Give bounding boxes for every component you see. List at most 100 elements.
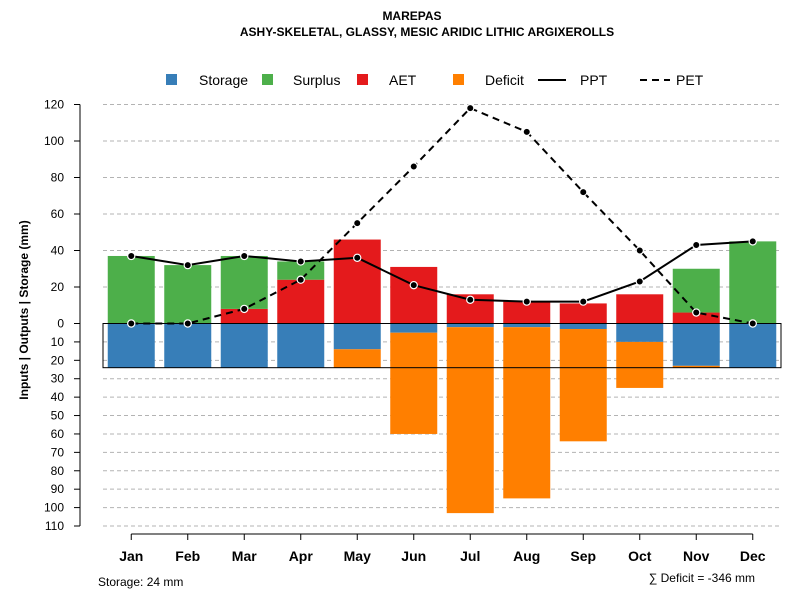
y-tick-label: 20 — [51, 353, 65, 367]
legend-swatch — [262, 74, 273, 85]
x-tick-label: May — [344, 548, 371, 564]
bar-storage — [672, 323, 720, 366]
ppt-point — [692, 240, 701, 250]
bar-storage — [277, 323, 325, 368]
bar-aet — [672, 312, 720, 324]
ppt-point — [240, 251, 249, 261]
chart-title: MAREPAS — [382, 9, 441, 23]
y-tick-label: 120 — [44, 98, 64, 112]
y-tick-label: 100 — [44, 134, 64, 148]
bars-layer — [107, 239, 777, 514]
x-axis: Jan Feb Mar Apr May Jun Jul Aug Sep Oct Nov Dec — [119, 533, 766, 564]
bar-aet — [390, 266, 438, 324]
pet-point — [183, 319, 192, 328]
x-tick-label: Feb — [175, 548, 200, 564]
bar-storage — [729, 323, 777, 368]
legend-label: AET — [389, 72, 417, 88]
pet-point — [522, 127, 531, 137]
bar-storage — [446, 323, 494, 328]
bar-deficit — [390, 332, 438, 434]
y-axis: 0 20 40 60 80 100 120 10 20 30 40 50 60 70 80 90 100 110 — [44, 98, 81, 533]
pet-point — [296, 275, 305, 284]
ppt-point — [296, 257, 305, 266]
ppt-point — [409, 280, 418, 290]
footer-storage: Storage: 24 mm — [98, 575, 183, 589]
legend-label: Deficit — [485, 72, 524, 88]
y-axis-label: Inputs | Outputs | Storage (mm) — [17, 220, 31, 399]
bar-deficit — [616, 341, 664, 388]
y-tick-label: 10 — [51, 335, 65, 349]
bar-aet — [277, 279, 325, 324]
y-tick-label: 60 — [51, 427, 65, 441]
bar-storage — [333, 323, 381, 350]
y-tick-label: 80 — [51, 171, 65, 185]
bar-storage — [107, 323, 155, 368]
y-tick-label: 60 — [51, 207, 65, 221]
bar-surplus — [277, 261, 325, 280]
ppt-point — [635, 277, 644, 286]
pet-point — [466, 103, 475, 113]
ppt-point — [127, 251, 136, 261]
bar-surplus — [672, 268, 720, 313]
x-tick-label: Oct — [628, 548, 652, 564]
lines-layer — [127, 103, 757, 328]
x-tick-label: Apr — [289, 548, 314, 564]
bar-aet — [616, 294, 664, 324]
ppt-point — [579, 297, 588, 306]
bar-aet — [559, 303, 607, 324]
bar-deficit — [333, 349, 381, 368]
gridlines — [103, 104, 781, 527]
bar-deficit — [559, 329, 607, 442]
pet-point — [409, 162, 418, 171]
bar-aet — [333, 239, 381, 324]
ppt-point — [748, 237, 757, 246]
y-tick-label: 110 — [45, 519, 64, 533]
bar-storage — [164, 323, 212, 368]
pet-point — [692, 308, 701, 317]
pet-point — [240, 304, 249, 314]
pet-line — [131, 106, 753, 325]
y-tick-label: 90 — [51, 482, 65, 496]
footer-deficit: ∑ Deficit = -346 mm — [649, 571, 755, 585]
x-tick-label: Sep — [570, 548, 596, 564]
bar-storage — [503, 323, 551, 328]
bar-storage — [390, 323, 438, 333]
storage-capacity-frame — [102, 323, 782, 369]
y-tick-label: 0 — [57, 317, 64, 331]
y-tick-label: 50 — [51, 409, 65, 423]
x-tick-label: Aug — [513, 548, 540, 564]
bar-storage — [616, 323, 664, 342]
ppt-line — [131, 240, 753, 303]
legend: Storage Surplus AET Deficit PPT PET — [166, 72, 704, 88]
pet-point — [748, 319, 757, 328]
chart-subtitle: ASHY-SKELETAL, GLASSY, MESIC ARIDIC LITH… — [240, 25, 614, 39]
pet-point — [579, 187, 588, 197]
bar-surplus — [729, 241, 777, 324]
bar-surplus — [164, 265, 212, 324]
legend-swatch — [166, 74, 177, 85]
legend-label: PPT — [580, 72, 608, 88]
ppt-point — [466, 295, 475, 304]
x-tick-label: Jan — [119, 548, 143, 564]
x-tick-label: Nov — [683, 548, 710, 564]
y-tick-label: 30 — [51, 372, 65, 386]
bar-deficit — [672, 365, 720, 368]
bar-storage — [559, 323, 607, 330]
x-tick-label: Jun — [401, 548, 426, 564]
bar-aet — [503, 301, 551, 324]
ppt-point — [522, 297, 531, 306]
x-tick-label: Jul — [460, 548, 480, 564]
legend-label: Surplus — [293, 72, 340, 88]
legend-swatch — [453, 74, 464, 85]
pet-point — [353, 218, 362, 228]
pet-point — [127, 319, 136, 328]
ppt-point — [353, 253, 362, 262]
y-tick-label: 100 — [44, 501, 64, 515]
storage-capacity-box — [102, 323, 782, 369]
y-tick-label: 20 — [51, 280, 65, 294]
legend-swatch — [357, 74, 368, 85]
x-tick-label: Mar — [232, 548, 257, 564]
y-tick-label: 40 — [51, 390, 65, 404]
legend-label: Storage — [199, 72, 248, 88]
